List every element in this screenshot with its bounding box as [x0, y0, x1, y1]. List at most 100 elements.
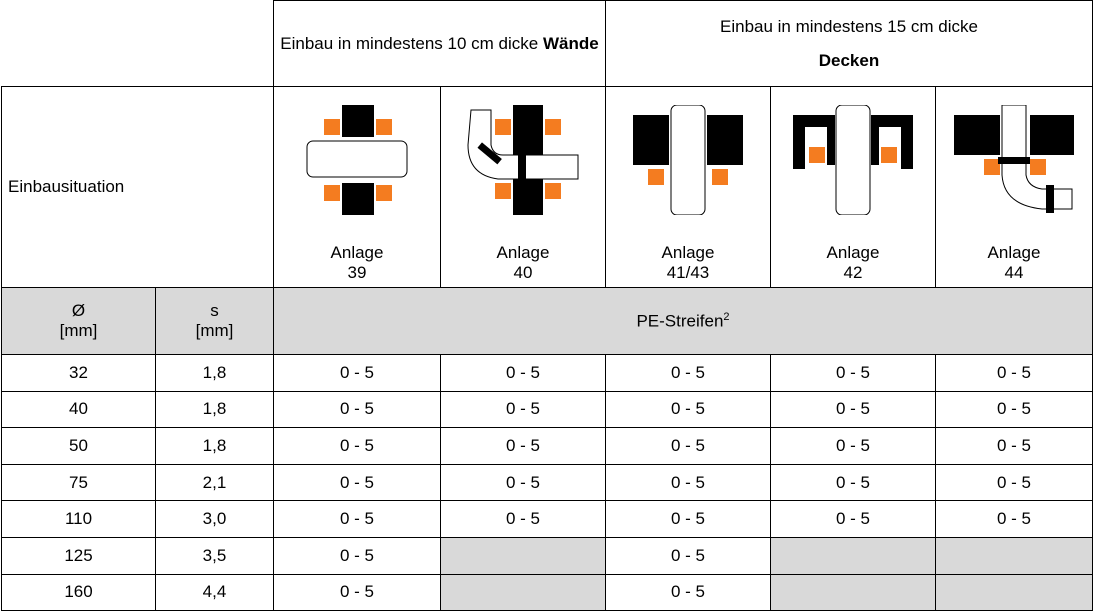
- blank-cell: [1, 0, 274, 87]
- empty-cell: [770, 573, 936, 612]
- cell: 75: [1, 463, 156, 502]
- cell: 0 - 5: [770, 354, 936, 392]
- units-row: Ø [mm] s [mm] PE-Streifen2: [1, 287, 1093, 355]
- cell: 0 - 5: [273, 500, 441, 538]
- installation: Anlage 40: [441, 243, 605, 283]
- empty-cell: [935, 536, 1093, 575]
- cell: 0 - 5: [440, 500, 606, 538]
- cell: 3,5: [155, 536, 274, 575]
- cell: 0 - 5: [273, 427, 441, 465]
- ceilings-bold: Decken: [818, 50, 880, 70]
- cell: 2,1: [155, 463, 274, 502]
- ceilings-header: Einbau in mindestens 15 cm dicke Decken: [605, 0, 1093, 87]
- icon-ceiling-elbow: [954, 105, 1074, 213]
- material: PE-Streifen: [636, 311, 724, 331]
- install-cell: Anlage 44: [935, 86, 1093, 288]
- installation: Anlage 41/43: [606, 243, 770, 283]
- cell: 0 - 5: [770, 463, 936, 502]
- cell: 0 - 5: [440, 354, 606, 392]
- install-cell: Anlage 42: [770, 86, 936, 288]
- empty-cell: [770, 536, 936, 575]
- icon-ceiling-sleeve: [793, 105, 913, 215]
- anlage-number: 40: [513, 263, 533, 282]
- anlage-number: 41/43: [666, 263, 710, 282]
- cell: 50: [1, 427, 156, 465]
- anlage-label: Anlage: [987, 243, 1041, 262]
- cell: 0 - 5: [605, 573, 771, 612]
- cell: 1,8: [155, 427, 274, 465]
- situation-cell: Einbausituation: [1, 86, 274, 288]
- cell: 0 - 5: [605, 427, 771, 465]
- anlage-label: Anlage: [826, 243, 880, 262]
- cell: 0 - 5: [273, 573, 441, 612]
- anlage-label: Anlage: [330, 243, 384, 262]
- walls-header: Einbau in mindestens 10 cm dicke Wände: [273, 0, 606, 87]
- symbol: s: [210, 301, 219, 320]
- cell: 0 - 5: [273, 463, 441, 502]
- header-row: Einbau in mindestens 10 cm dicke Wände E…: [1, 0, 1093, 87]
- cell: 0 - 5: [770, 427, 936, 465]
- cell: 0 - 5: [935, 427, 1093, 465]
- cell: 0 - 5: [440, 427, 606, 465]
- cell: 125: [1, 536, 156, 575]
- cell: 0 - 5: [273, 536, 441, 575]
- walls-text: Einbau in mindestens 10 cm dicke: [280, 33, 539, 53]
- install-cell: Anlage 41/43: [605, 86, 771, 288]
- icon-wall-elbow: [467, 105, 579, 215]
- cell: 0 - 5: [770, 390, 936, 429]
- install-cell: Anlage 39: [273, 86, 441, 288]
- install-cell: Anlage 40: [440, 86, 606, 288]
- anlage-label: Anlage: [496, 243, 550, 262]
- empty-cell: [935, 573, 1093, 612]
- cell: 0 - 5: [935, 390, 1093, 429]
- anlage-number: 42: [843, 263, 863, 282]
- unit: [mm]: [59, 321, 98, 340]
- cell: 4,4: [155, 573, 274, 612]
- anlage-number: 44: [1004, 263, 1024, 282]
- cell: 0 - 5: [605, 463, 771, 502]
- cell: 1,8: [155, 390, 274, 429]
- thickness-header: s [mm]: [155, 287, 274, 355]
- cell: 0 - 5: [935, 354, 1093, 392]
- cell: 0 - 5: [935, 500, 1093, 538]
- diameter-header: Ø [mm]: [1, 287, 156, 355]
- icon-wall-pipe: [306, 105, 408, 215]
- cell: 40: [1, 390, 156, 429]
- walls-bold: Wände: [542, 33, 599, 53]
- ceilings-text: Einbau in mindestens 15 cm dicke: [720, 16, 978, 36]
- cell: 0 - 5: [605, 536, 771, 575]
- cell: 32: [1, 354, 156, 392]
- empty-cell: [440, 573, 606, 612]
- cell: 0 - 5: [440, 390, 606, 429]
- footnote-mark: 2: [723, 310, 730, 323]
- installation: Anlage 44: [936, 243, 1092, 283]
- cell: 0 - 5: [605, 390, 771, 429]
- anlage-number: 39: [347, 263, 367, 282]
- unit: [mm]: [195, 321, 234, 340]
- cell: 0 - 5: [273, 354, 441, 392]
- empty-cell: [440, 536, 606, 575]
- anlage-label: Anlage: [661, 243, 715, 262]
- cell: 160: [1, 573, 156, 612]
- cell: 0 - 5: [605, 500, 771, 538]
- cell: 0 - 5: [440, 463, 606, 502]
- cell: 0 - 5: [770, 500, 936, 538]
- installation: Anlage 39: [274, 243, 440, 283]
- cell: 1,8: [155, 354, 274, 392]
- situation-row: Einbausituation Anlage 39 Anlage 40 Anlage…: [1, 86, 1093, 288]
- cell: 0 - 5: [605, 354, 771, 392]
- cell: 3,0: [155, 500, 274, 538]
- symbol: Ø: [71, 301, 86, 320]
- cell: 110: [1, 500, 156, 538]
- icon-ceiling-pipe: [633, 105, 743, 215]
- material-header: PE-Streifen2: [273, 287, 1093, 355]
